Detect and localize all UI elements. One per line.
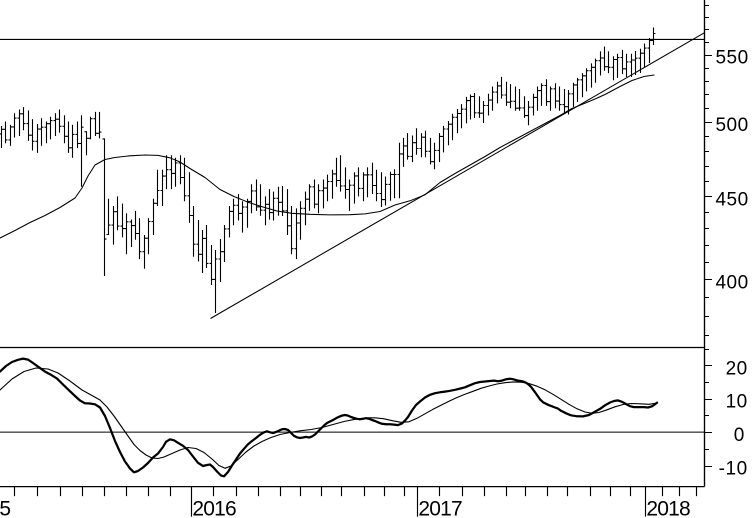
svg-text:550: 550 bbox=[715, 48, 748, 69]
svg-text:450: 450 bbox=[715, 189, 748, 210]
svg-text:-10: -10 bbox=[719, 459, 748, 480]
svg-text:2016: 2016 bbox=[192, 497, 236, 518]
svg-text:2018: 2018 bbox=[646, 497, 690, 518]
svg-text:0: 0 bbox=[734, 425, 745, 446]
svg-text:20: 20 bbox=[726, 358, 748, 379]
svg-text:2017: 2017 bbox=[418, 497, 462, 518]
svg-text:400: 400 bbox=[715, 273, 748, 294]
svg-text:2015: 2015 bbox=[0, 497, 11, 518]
svg-text:10: 10 bbox=[726, 392, 748, 413]
svg-text:500: 500 bbox=[715, 115, 748, 136]
